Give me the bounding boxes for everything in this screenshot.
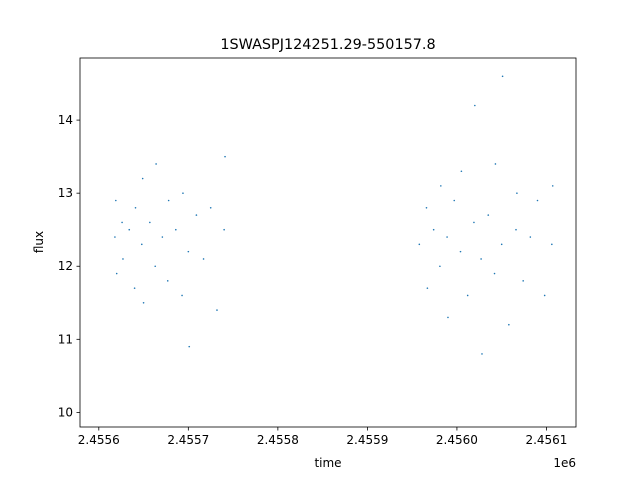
chart-title: 1SWASPJ124251.29-550157.8	[220, 37, 435, 53]
data-point	[223, 228, 225, 231]
data-point	[133, 287, 136, 289]
x-axis-ticks: 2.4556 2.4557 2.4558 2.4559 2.4560 2.4561	[78, 427, 567, 447]
data-point	[224, 155, 226, 158]
x-tick-label: 2.4558	[257, 433, 299, 447]
data-point	[166, 280, 169, 282]
data-point	[551, 243, 553, 246]
data-points	[114, 75, 554, 355]
data-point	[154, 265, 157, 268]
data-point	[141, 177, 144, 180]
x-tick-label: 2.4561	[525, 433, 567, 447]
data-point	[501, 75, 504, 78]
data-point	[175, 228, 177, 231]
data-point	[536, 199, 539, 202]
data-point	[493, 272, 496, 275]
data-point	[142, 301, 145, 304]
data-point	[128, 228, 131, 231]
data-point	[418, 243, 421, 246]
data-point	[195, 214, 198, 216]
data-point	[202, 258, 205, 260]
x-tick-label: 2.4560	[436, 433, 478, 447]
data-point	[447, 316, 449, 319]
data-point	[122, 258, 124, 260]
data-point	[459, 250, 462, 253]
data-point	[161, 236, 164, 238]
data-point	[446, 236, 448, 238]
data-point	[149, 221, 151, 224]
data-point	[500, 243, 503, 246]
data-point	[425, 206, 428, 209]
data-point	[516, 192, 518, 194]
data-point	[115, 272, 118, 275]
data-point	[188, 345, 191, 348]
data-point	[474, 104, 476, 107]
plot-frame	[79, 57, 577, 428]
y-tick-label: 13	[58, 186, 73, 200]
data-point	[529, 236, 532, 238]
data-point	[155, 163, 157, 165]
data-point	[481, 353, 483, 355]
data-point	[426, 287, 429, 289]
data-point	[515, 228, 517, 231]
y-tick-label: 12	[58, 259, 73, 273]
data-point	[508, 323, 510, 326]
y-axis-label: flux	[32, 231, 46, 253]
data-point	[209, 206, 212, 209]
data-point	[121, 221, 123, 224]
data-point	[182, 192, 184, 194]
data-point	[480, 258, 482, 260]
data-point	[494, 163, 497, 165]
data-point	[167, 199, 170, 202]
data-point	[181, 294, 183, 297]
data-point	[440, 185, 442, 187]
data-point	[114, 236, 116, 238]
data-point	[140, 243, 143, 246]
x-axis-label: time	[314, 456, 341, 470]
data-point	[187, 250, 190, 253]
x-tick-label: 2.4557	[167, 433, 209, 447]
data-point	[543, 294, 546, 297]
y-tick-label: 10	[58, 405, 73, 419]
x-tick-label: 2.4556	[78, 433, 120, 447]
data-point	[460, 170, 463, 173]
y-axis-ticks: 10 11 12 13 14	[58, 113, 80, 419]
data-point	[522, 280, 524, 282]
data-point	[439, 265, 441, 268]
data-point	[115, 199, 117, 202]
data-point	[487, 214, 490, 216]
data-point	[453, 199, 456, 202]
data-point	[466, 294, 469, 297]
data-point	[134, 206, 137, 209]
y-tick-label: 11	[58, 332, 73, 346]
x-tick-label: 2.4559	[346, 433, 388, 447]
data-point	[432, 228, 435, 231]
x-axis-offset-label: 1e6	[553, 456, 576, 470]
data-point	[551, 185, 554, 187]
data-point	[473, 221, 475, 224]
y-tick-label: 14	[58, 113, 73, 127]
data-point	[216, 309, 218, 311]
